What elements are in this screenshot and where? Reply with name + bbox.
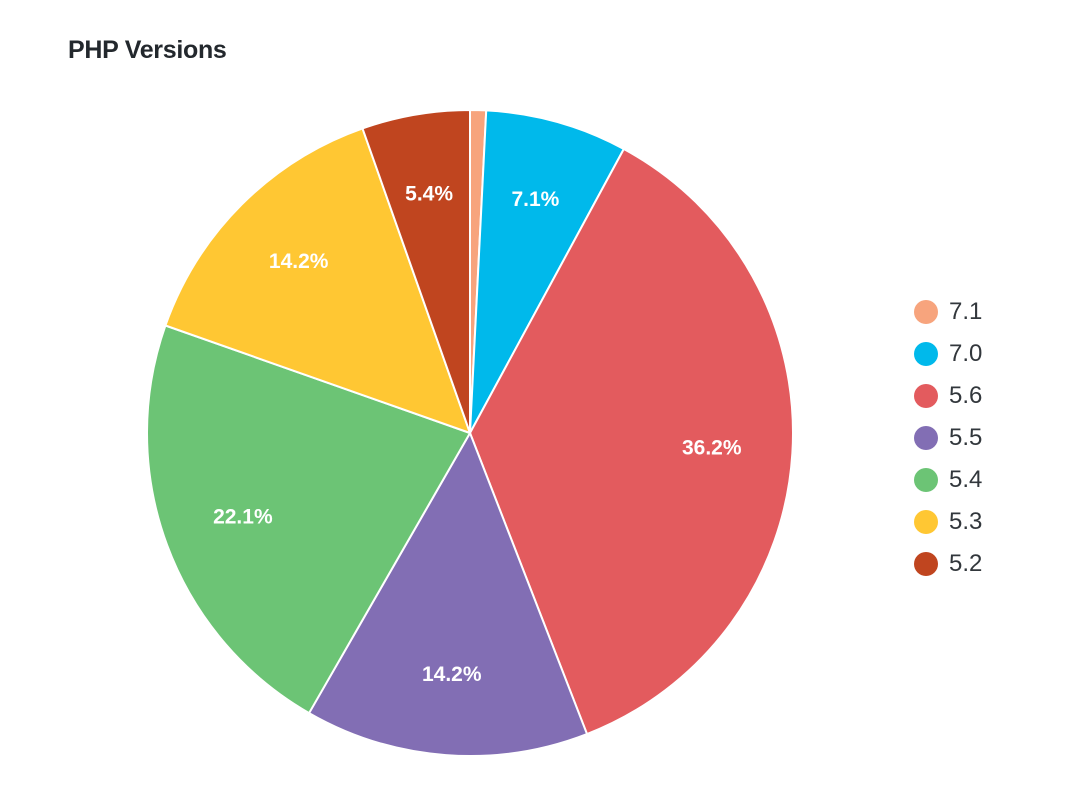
slice-label-5-3: 14.2% [269,250,329,273]
legend-swatch [914,426,938,450]
legend-item-5-5[interactable]: 5.5 [914,417,982,459]
legend-label: 5.4 [949,466,983,493]
legend-label: 7.1 [949,298,983,325]
pie-slice-7-0[interactable] [469,109,625,434]
slice-label-7-0: 7.1% [511,188,559,211]
legend-label: 5.6 [949,382,983,409]
slice-label-5-4: 22.1% [213,506,273,529]
pie-slices [146,109,794,757]
legend-swatch [914,552,938,576]
pie-slice-5-2[interactable] [361,109,471,434]
chart-title: PHP Versions [68,36,227,64]
legend-item-5-3[interactable]: 5.3 [914,501,982,543]
legend-swatch [914,300,938,324]
pie-slice-5-4[interactable] [146,324,471,715]
legend-item-5-2[interactable]: 5.2 [914,543,982,585]
pie-slice-5-6[interactable] [469,147,794,736]
legend-label: 5.3 [949,508,983,535]
slice-label-5-6: 36.2% [682,437,742,460]
legend-label: 5.2 [949,550,983,577]
legend-item-5-4[interactable]: 5.4 [914,459,982,501]
legend-swatch [914,384,938,408]
pie-labels: 7.1% 36.2% 14.2% 22.1% 14.2% 5.4% [213,183,742,686]
legend-label: 5.5 [949,424,983,451]
chart-legend: 7.1 7.0 5.6 5.5 5.4 5.3 5.2 [914,291,982,585]
slice-label-5-2: 5.4% [405,183,453,206]
legend-item-7-1[interactable]: 7.1 [914,291,982,333]
legend-swatch [914,342,938,366]
legend-item-7-0[interactable]: 7.0 [914,333,982,375]
legend-label: 7.0 [949,340,983,367]
pie-slice-5-3[interactable] [164,127,471,434]
pie-slice-5-5[interactable] [308,432,589,757]
legend-item-5-6[interactable]: 5.6 [914,375,982,417]
legend-swatch [914,468,938,492]
legend-swatch [914,510,938,534]
slice-label-5-5: 14.2% [422,663,482,686]
